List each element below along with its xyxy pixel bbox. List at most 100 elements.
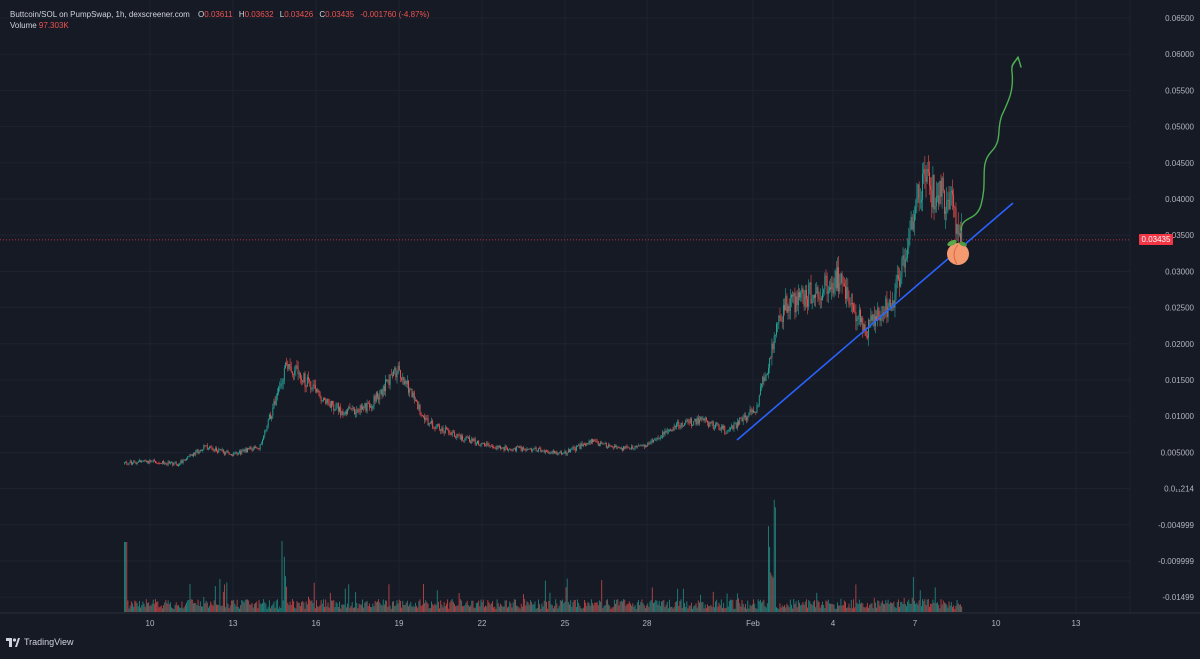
candle-body bbox=[184, 459, 186, 461]
candle-body bbox=[728, 429, 730, 431]
trendline[interactable] bbox=[736, 202, 1014, 441]
volume-bar bbox=[443, 602, 445, 612]
volume-bar bbox=[958, 604, 960, 612]
candle-body bbox=[494, 447, 496, 449]
volume-bar bbox=[774, 507, 776, 612]
x-tick-label: 25 bbox=[561, 619, 570, 628]
candle-body bbox=[528, 448, 530, 450]
candle-body bbox=[566, 452, 568, 455]
volume-bar bbox=[728, 600, 730, 612]
volume-bar bbox=[671, 606, 673, 612]
candle-body bbox=[359, 405, 361, 412]
volume-bar bbox=[516, 605, 518, 612]
volume-bar bbox=[472, 600, 474, 612]
candle-body bbox=[283, 368, 285, 381]
volume-bar bbox=[212, 605, 214, 612]
volume-bar bbox=[301, 601, 303, 612]
volume-bar bbox=[242, 600, 244, 612]
candle-body bbox=[433, 427, 435, 429]
candle-body bbox=[256, 447, 258, 449]
candle-body bbox=[497, 446, 499, 448]
volume-bar bbox=[753, 599, 754, 612]
candle-body bbox=[611, 445, 613, 448]
volume-bar bbox=[542, 606, 544, 612]
candle-body bbox=[618, 447, 620, 448]
candle-body bbox=[464, 439, 466, 441]
volume-bar bbox=[697, 600, 699, 612]
symbol-title[interactable]: Buttcoin/SOL on PumpSwap, 1h, dexscreene… bbox=[10, 10, 190, 19]
candle-body bbox=[357, 409, 359, 412]
volume-bar bbox=[825, 600, 827, 612]
candle-body bbox=[769, 357, 771, 368]
volume-bar bbox=[604, 605, 606, 612]
volume-bar bbox=[480, 599, 482, 612]
volume-bar bbox=[506, 607, 508, 612]
volume-bar bbox=[267, 606, 269, 612]
volume-bar bbox=[603, 605, 605, 612]
volume-bar bbox=[289, 601, 291, 612]
volume-bar bbox=[452, 601, 454, 612]
volume-bar bbox=[287, 602, 289, 612]
candle-body bbox=[372, 406, 374, 409]
candle-body bbox=[616, 446, 618, 448]
volume-label[interactable]: Volume bbox=[10, 21, 37, 30]
volume-bar bbox=[354, 607, 355, 612]
candle-body bbox=[868, 320, 869, 338]
candle-body bbox=[202, 449, 204, 451]
volume-bar bbox=[860, 603, 861, 612]
volume-bar bbox=[324, 606, 326, 612]
volume-bar bbox=[754, 603, 756, 612]
volume-bar bbox=[761, 602, 763, 612]
candle-body bbox=[320, 397, 322, 402]
volume-bar bbox=[352, 607, 354, 612]
volume-bar bbox=[782, 606, 784, 612]
candle-body bbox=[579, 445, 581, 449]
candle-body bbox=[382, 386, 384, 396]
volume-bar bbox=[704, 604, 706, 612]
volume-bar bbox=[787, 605, 789, 612]
volume-bar bbox=[864, 607, 866, 612]
drawn-arrow[interactable] bbox=[960, 57, 1019, 231]
candle-body bbox=[273, 400, 275, 408]
candle-body bbox=[626, 445, 628, 447]
volume-bar bbox=[460, 600, 462, 612]
candle-body bbox=[654, 439, 656, 441]
candle-body bbox=[643, 444, 645, 448]
volume-bar bbox=[807, 607, 809, 612]
candle-body bbox=[912, 221, 914, 230]
volume-bar bbox=[225, 607, 227, 612]
volume-bar bbox=[920, 606, 922, 612]
volume-bar bbox=[850, 599, 852, 612]
volume-bar bbox=[446, 603, 447, 612]
tradingview-logo[interactable]: TradingView bbox=[6, 637, 74, 647]
volume-bar bbox=[756, 608, 758, 612]
candle-body bbox=[413, 392, 415, 401]
candle-body bbox=[906, 257, 907, 259]
volume-bar bbox=[534, 601, 536, 612]
candle-body bbox=[763, 376, 765, 382]
volume-bar bbox=[594, 602, 596, 612]
volume-bar bbox=[140, 607, 142, 612]
volume-bar bbox=[915, 603, 917, 612]
candle-body bbox=[160, 463, 162, 464]
volume-bar bbox=[412, 605, 414, 612]
candle-body bbox=[961, 225, 963, 245]
volume-bar bbox=[725, 607, 727, 612]
candle-body bbox=[449, 432, 451, 434]
volume-bar bbox=[812, 601, 814, 612]
candle-body bbox=[701, 417, 703, 420]
volume-bar bbox=[217, 605, 219, 612]
candle-body bbox=[644, 445, 646, 448]
candle-body bbox=[648, 443, 650, 445]
volume-bar bbox=[487, 600, 489, 612]
volume-bar bbox=[877, 600, 879, 612]
candle-body bbox=[557, 453, 559, 455]
volume-bar bbox=[811, 604, 813, 612]
candle-body bbox=[492, 446, 493, 447]
candle-body bbox=[262, 440, 263, 444]
volume-bar bbox=[555, 599, 557, 612]
candle-body bbox=[546, 450, 547, 452]
volume-bar bbox=[278, 608, 280, 612]
